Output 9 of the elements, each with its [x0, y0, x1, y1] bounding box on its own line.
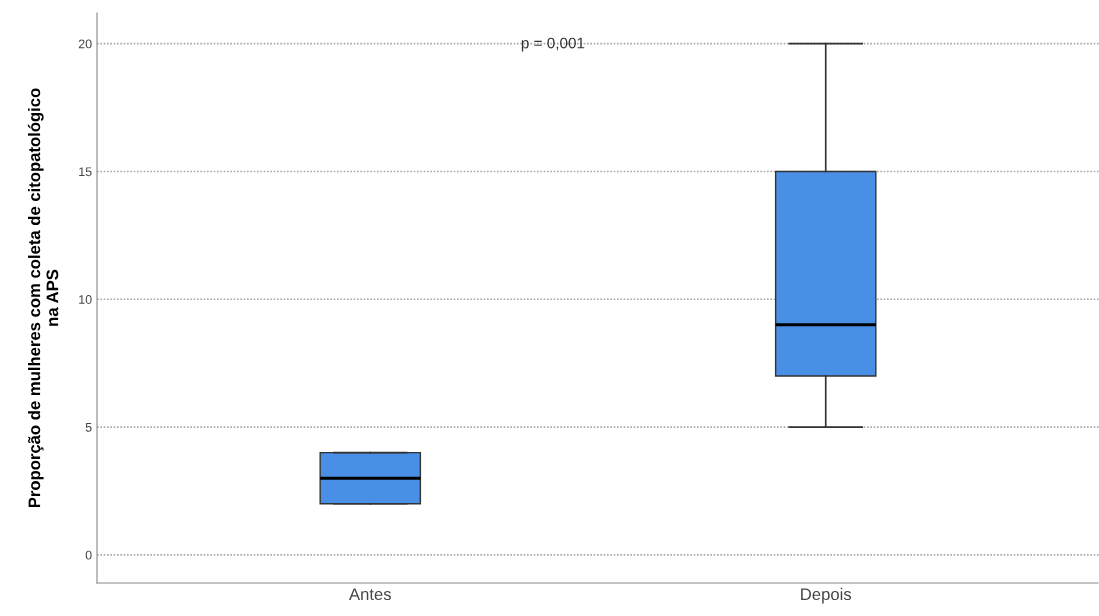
x-tick-label: Antes: [349, 588, 391, 601]
y-tick-label: 0: [85, 550, 92, 560]
x-tick-label: Depois: [801, 587, 852, 604]
annotation: p = 0,001: [521, 37, 585, 52]
y-axis-title: Proporção de mulheres com coleta de citopatológico na APS: [27, 88, 59, 508]
y-tick-label: 20: [78, 39, 92, 49]
y-tick-label: 15: [79, 167, 92, 177]
y-tick-label: 10: [79, 295, 92, 304]
y-tick-label: 5: [85, 423, 92, 432]
